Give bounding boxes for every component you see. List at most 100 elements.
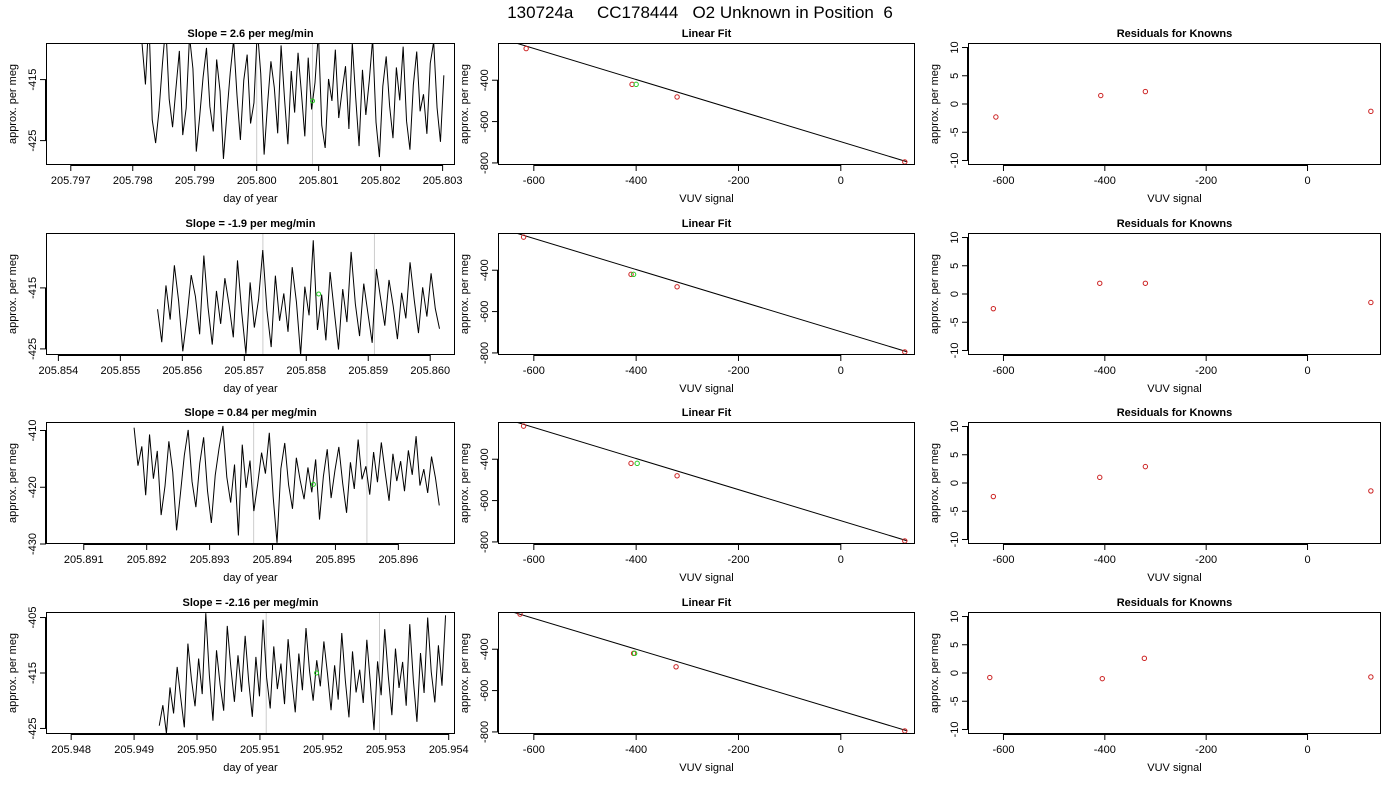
x-tick-label: 205.891 [64, 554, 104, 566]
y-tick-label: -10 [949, 343, 961, 359]
panel-4-1: Slope = -2.16 per meg/min 205.948 205.949 2… [7, 597, 469, 774]
x-tick-label: 205.951 [240, 744, 280, 756]
panel-title: Slope = -1.9 per meg/min [186, 218, 316, 230]
x-tick-label: 205.800 [237, 175, 277, 187]
known-point [628, 460, 634, 467]
x-tick-label: 205.855 [100, 365, 140, 377]
fit-line [510, 612, 908, 732]
y-axis-label: approx. per meg [7, 64, 19, 144]
y-tick-label: -5 [949, 127, 961, 137]
plot-area [133, 422, 440, 544]
y-tick-label: 5 [949, 642, 961, 648]
x-tick-label: 205.797 [51, 175, 91, 187]
plot-area [990, 463, 1374, 500]
residual-point [987, 674, 993, 681]
x-tick-label: 205.860 [410, 365, 450, 377]
panel-title: Residuals for Knowns [1117, 28, 1233, 40]
y-axis-label: approx. per meg [929, 64, 941, 144]
x-axis-label: VUV signal [679, 762, 733, 774]
x-tick-label: 205.948 [51, 744, 91, 756]
x-axis-label: VUV signal [679, 193, 733, 205]
x-tick-label: -400 [1094, 744, 1116, 756]
y-tick-label: -5 [949, 317, 961, 327]
unknown-point [630, 271, 637, 278]
plot-area [990, 280, 1374, 312]
panel-frame [46, 422, 455, 544]
panel-frame [968, 43, 1381, 165]
residual-point [1368, 108, 1374, 115]
x-tick-label: 205.857 [224, 365, 264, 377]
y-tick-label: -5 [949, 696, 961, 706]
y-axis-label: approx. per meg [459, 64, 471, 144]
residual-point [1142, 88, 1149, 95]
x-tick-label: 205.895 [316, 554, 356, 566]
x-tick-label: -400 [1094, 365, 1116, 377]
x-axis-label: day of year [223, 572, 278, 584]
y-tick-label: 5 [949, 452, 961, 458]
x-tick-label: 205.798 [113, 175, 153, 187]
unknown-point [633, 81, 639, 88]
x-tick-label: -600 [992, 365, 1014, 377]
panel-title: Slope = -2.16 per meg/min [182, 597, 318, 609]
panel-title: Residuals for Knowns [1117, 218, 1233, 230]
x-tick-label: 0 [838, 365, 844, 377]
y-tick-label: 0 [949, 101, 961, 107]
residual-point [990, 305, 997, 312]
plot-area [514, 233, 908, 355]
y-axis-label: approx. per meg [929, 254, 941, 334]
panel-3-3: Residuals for Knowns -600 -400 -200 0 10 5 0 -5 -… [929, 407, 1381, 584]
panel-frame [498, 422, 915, 544]
y-axis-label: approx. per meg [7, 443, 19, 523]
y-tick-label: -5 [949, 506, 961, 516]
plot-area [514, 43, 908, 165]
y-tick-label: 10 [949, 231, 961, 243]
panel-title: Linear Fit [682, 597, 732, 609]
x-tick-label: 205.954 [429, 744, 469, 756]
residual-point [1097, 474, 1103, 481]
y-tick-label: 0 [949, 480, 961, 486]
y-tick-label: 0 [949, 291, 961, 297]
panel-title: Residuals for Knowns [1117, 597, 1233, 609]
x-tick-label: 0 [1304, 744, 1310, 756]
x-tick-label: -200 [1195, 744, 1217, 756]
y-tick-label: 10 [949, 41, 961, 53]
x-tick-label: -200 [1195, 365, 1217, 377]
x-axis-label: VUV signal [1147, 193, 1201, 205]
y-tick-label: 0 [949, 670, 961, 676]
series-line [133, 425, 440, 543]
x-axis-label: VUV signal [1147, 383, 1201, 395]
x-tick-label: 205.892 [127, 554, 167, 566]
y-axis-label: approx. per meg [459, 254, 471, 334]
y-tick-label: -405 [27, 607, 39, 629]
known-point [523, 45, 529, 52]
panel-title: Slope = 0.84 per meg/min [184, 407, 317, 419]
panel-1-1: Slope = 2.6 per meg/min 205.797 205.798 205… [7, 28, 462, 205]
y-tick-label: -800 [479, 152, 491, 174]
x-tick-label: 205.802 [361, 175, 401, 187]
known-point [520, 234, 527, 240]
x-tick-label: -400 [625, 365, 647, 377]
known-point [674, 473, 680, 479]
unknown-mean-point [316, 291, 322, 297]
x-tick-label: -600 [992, 175, 1014, 187]
plot-area [158, 612, 447, 734]
panel-title: Slope = 2.6 per meg/min [187, 28, 314, 40]
known-point [674, 284, 680, 290]
panel-4-3: Residuals for Knowns -600 -400 -200 0 10 5 0 -5 -… [929, 597, 1381, 774]
x-tick-label: -200 [1195, 554, 1217, 566]
plot-area [510, 612, 908, 734]
y-tick-label: -10 [949, 722, 961, 738]
fit-line [514, 233, 908, 353]
x-tick-label: 205.949 [114, 744, 154, 756]
panel-frame [968, 422, 1381, 544]
residual-point [1142, 280, 1149, 286]
residual-point [990, 493, 997, 500]
x-tick-label: -200 [727, 365, 749, 377]
x-axis-label: VUV signal [679, 383, 733, 395]
panel-2-2: Linear Fit -600 -400 -200 0 -400 -600 -800 VUV s… [459, 218, 915, 395]
y-tick-label: -420 [27, 476, 39, 498]
x-axis-label: VUV signal [1147, 762, 1201, 774]
x-tick-label: 205.950 [177, 744, 217, 756]
x-tick-label: 205.801 [299, 175, 339, 187]
x-tick-label: 205.856 [162, 365, 202, 377]
